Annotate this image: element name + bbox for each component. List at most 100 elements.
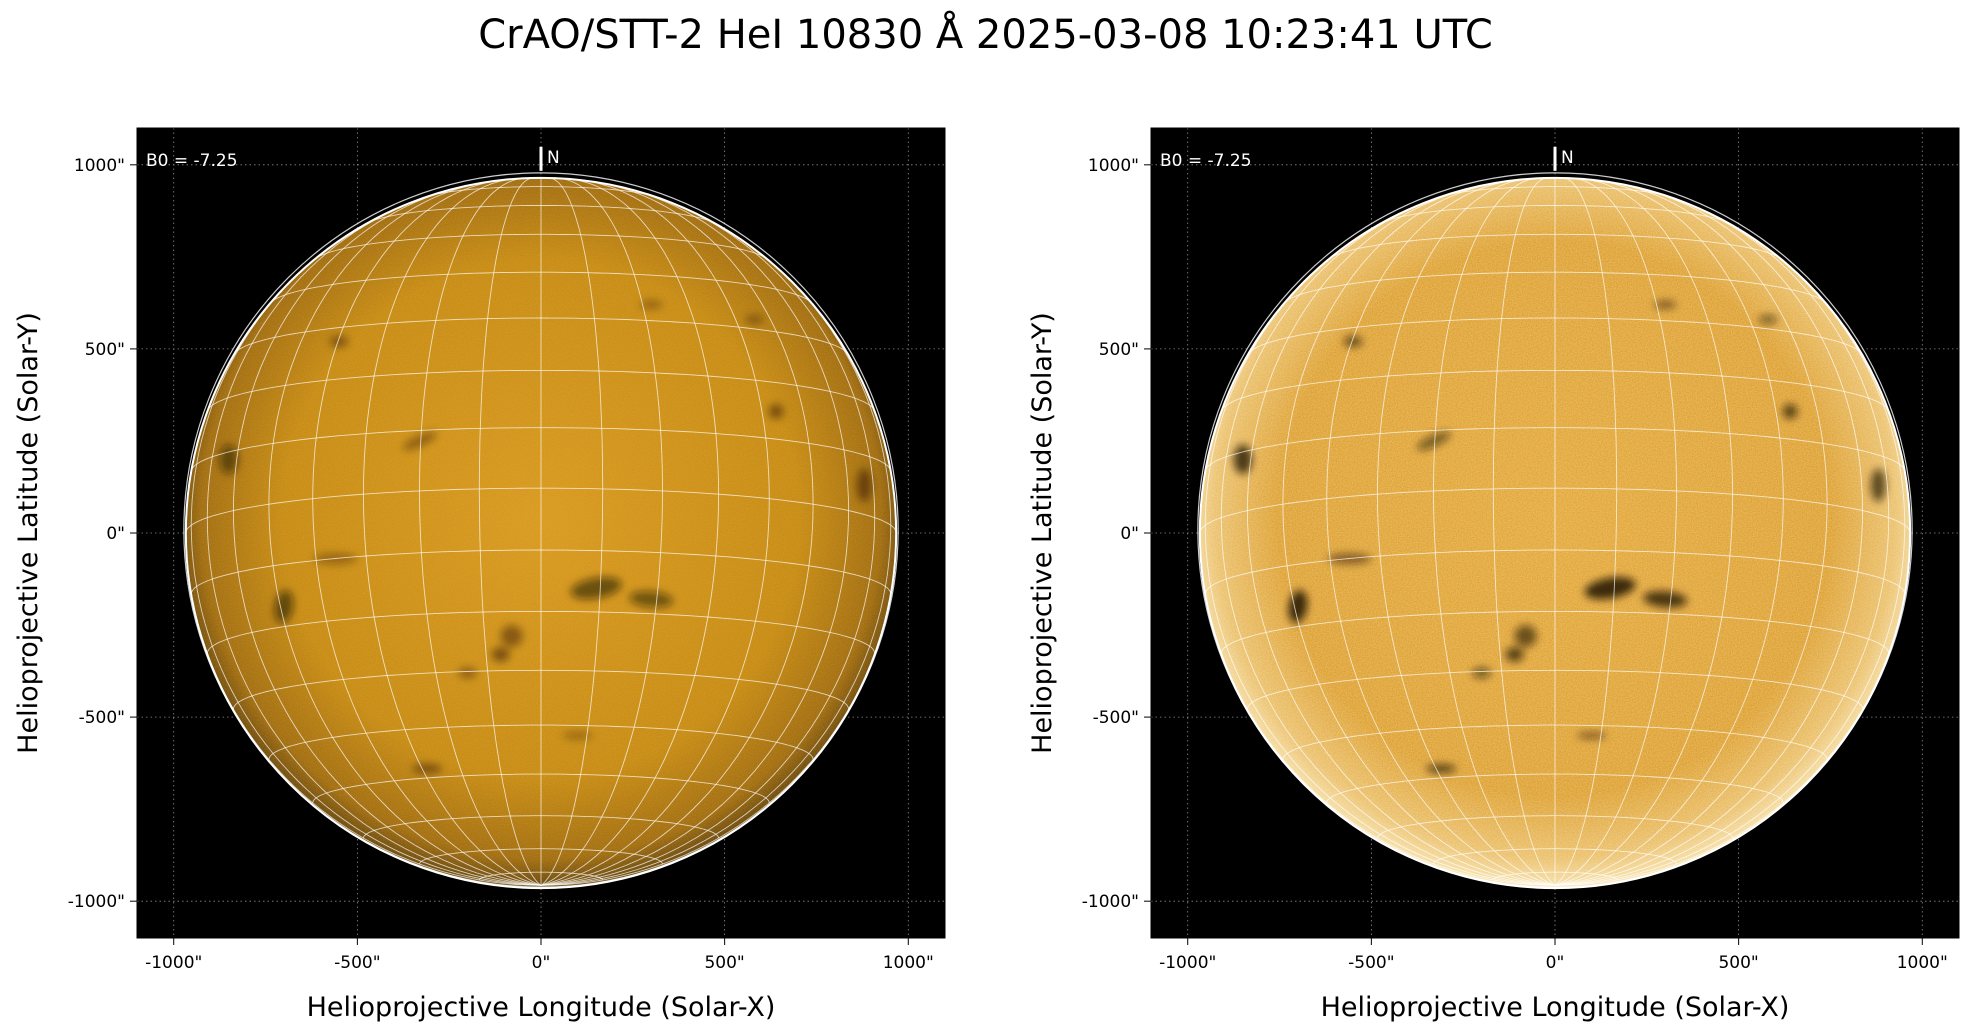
- dark-filament: [1288, 590, 1308, 623]
- grid-line: [540, 180, 814, 886]
- dark-filament: [1505, 647, 1524, 662]
- panel-right: N B0 = -7.25 -1000" 1000" -500" 500" 0" 0" 500" -…: [1027, 127, 1960, 1023]
- grid-line: [1554, 192, 1890, 886]
- grid-line: [1492, 177, 1556, 886]
- dark-filament: [1426, 764, 1456, 774]
- grid-line: [540, 178, 720, 886]
- dark-filament: [1758, 315, 1778, 324]
- grid-line: [1554, 177, 1618, 886]
- x-tick-label: 1000": [1897, 953, 1948, 973]
- dark-filament: [491, 647, 510, 662]
- x-tick-label: 500": [704, 953, 744, 973]
- grid-line: [1204, 229, 1556, 886]
- solar-limb: [184, 176, 898, 890]
- dark-filament: [274, 590, 294, 623]
- north-label: N: [547, 148, 560, 168]
- grid-line: [1554, 177, 1677, 886]
- y-tick-label: 500": [85, 340, 125, 360]
- grid-line: [1326, 178, 1556, 886]
- dark-filament: [570, 577, 622, 600]
- dark-filament: [1233, 444, 1253, 475]
- y-tick-label: -500": [1093, 708, 1139, 728]
- grid-line: [206, 192, 542, 886]
- dark-filament: [744, 315, 764, 324]
- b0-label: B0 = -7.25: [146, 151, 238, 171]
- dark-filament: [1654, 300, 1677, 310]
- dark-features: [1233, 300, 1886, 774]
- y-tick-label: 1000": [1088, 156, 1139, 176]
- dark-filament: [1643, 590, 1688, 608]
- y-tick-label: 1000": [74, 156, 125, 176]
- limb-outline-outer: [183, 172, 899, 888]
- dark-filament: [1577, 731, 1607, 740]
- grid-line: [312, 178, 542, 886]
- dark-filament: [500, 625, 523, 648]
- x-tick-label: -500": [1348, 953, 1394, 973]
- figure-title: CrAO/STT-2 HeI 10830 Å 2025-03-08 10:23:…: [478, 12, 1493, 58]
- grid-line: [232, 185, 542, 886]
- grid-line: [540, 229, 892, 886]
- grid-line: [1282, 180, 1556, 886]
- grid-line: [1433, 177, 1556, 886]
- grid-line: [1554, 185, 1864, 886]
- grid-line: [540, 177, 663, 886]
- dark-filament: [640, 300, 663, 310]
- grid-line: [419, 177, 542, 886]
- dark-filament: [1782, 404, 1798, 419]
- y-tick-label: 0": [106, 524, 125, 544]
- dark-filament: [1584, 577, 1636, 600]
- dark-filament: [219, 444, 238, 475]
- limb-outline-outer: [1197, 172, 1913, 888]
- x-axis-label: Helioprojective Longitude (Solar-X): [307, 992, 776, 1023]
- grid-line: [190, 229, 542, 886]
- grid-line: [478, 177, 542, 886]
- y-axis-label: Helioprojective Latitude (Solar-Y): [1027, 312, 1058, 754]
- grid-line: [540, 178, 770, 886]
- grid-line: [1246, 185, 1556, 886]
- dark-filament: [1343, 336, 1363, 348]
- y-tick-label: 500": [1099, 340, 1139, 360]
- dark-filament: [629, 590, 674, 608]
- grid-line: [1376, 178, 1556, 886]
- grid-line: [540, 192, 876, 886]
- panel-left: N B0 = -7.25 -1000" 1000" -500" 500" 0" 0" 500" -…: [13, 127, 946, 1023]
- dark-filament: [1472, 667, 1491, 679]
- grid-line: [1220, 192, 1556, 886]
- heliographic-grid: [185, 177, 897, 886]
- dark-filament: [1870, 468, 1886, 502]
- dark-filament: [1416, 431, 1451, 451]
- x-tick-label: 500": [1718, 953, 1758, 973]
- dark-features: [219, 300, 872, 774]
- x-tick-label: 1000": [883, 953, 934, 973]
- dark-filament: [768, 404, 784, 419]
- y-axis-label: Helioprojective Latitude (Solar-Y): [13, 312, 44, 754]
- x-tick-label: -1000": [145, 953, 202, 973]
- dark-filament: [563, 731, 593, 740]
- x-axis-label: Helioprojective Longitude (Solar-X): [1321, 992, 1790, 1023]
- grid-line: [1554, 178, 1784, 886]
- x-tick-label: -1000": [1159, 953, 1216, 973]
- dark-filament: [458, 667, 477, 679]
- grid-line: [1554, 229, 1906, 886]
- solar-limb: [1198, 176, 1912, 890]
- grid-line: [1554, 180, 1828, 886]
- y-tick-label: -500": [79, 708, 125, 728]
- dark-filament: [1514, 625, 1537, 648]
- dark-filament: [412, 764, 442, 774]
- heliographic-grid: [1199, 177, 1911, 886]
- grid-line: [1554, 178, 1734, 886]
- y-tick-label: -1000": [68, 892, 125, 912]
- grid-line: [268, 180, 542, 886]
- x-tick-label: 0": [532, 953, 551, 973]
- y-tick-label: -1000": [1082, 892, 1139, 912]
- x-tick-label: -500": [334, 953, 380, 973]
- x-tick-label: 0": [1546, 953, 1565, 973]
- grid-line: [540, 177, 604, 886]
- dark-filament: [329, 336, 349, 348]
- b0-label: B0 = -7.25: [1160, 151, 1252, 171]
- north-label: N: [1561, 148, 1574, 168]
- y-tick-label: 0": [1120, 524, 1139, 544]
- dark-filament: [856, 468, 872, 502]
- grid-line: [540, 185, 850, 886]
